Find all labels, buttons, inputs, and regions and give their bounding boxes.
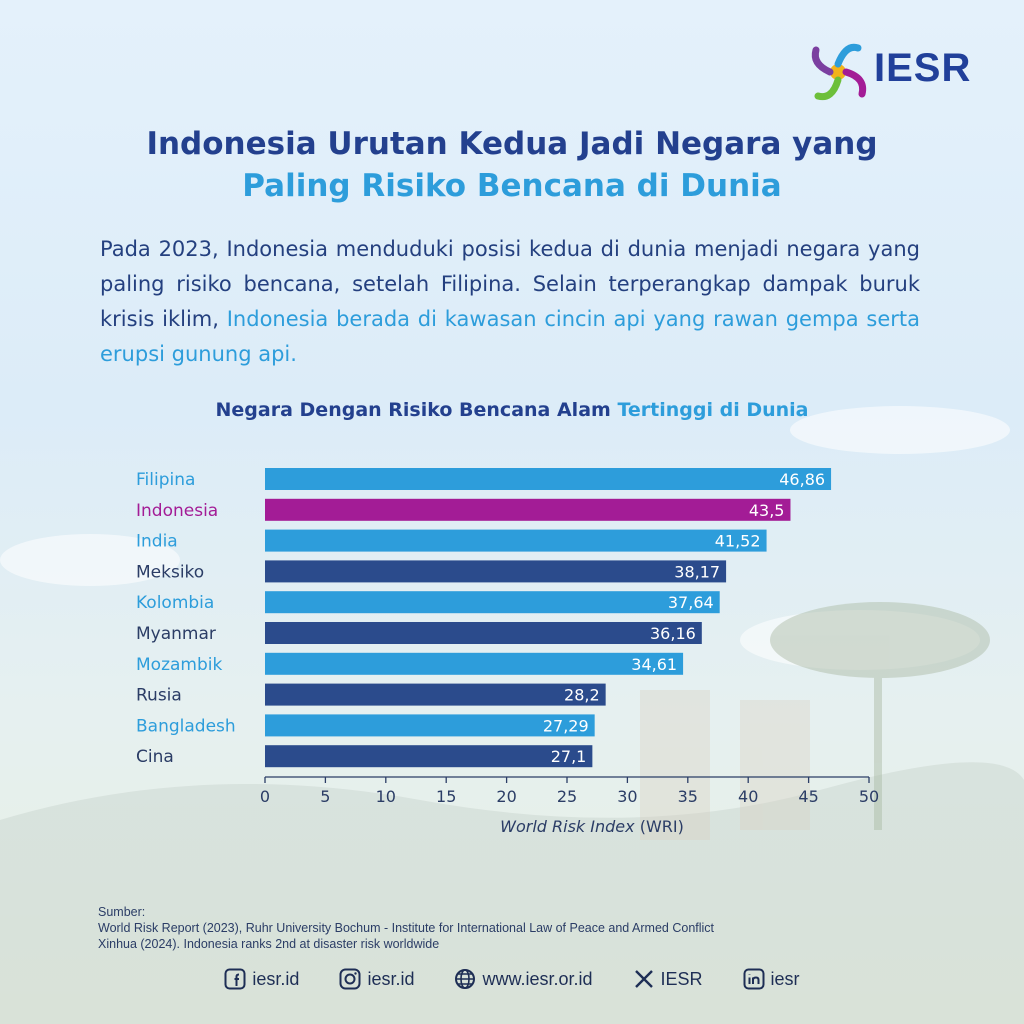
chart-title-text: Negara Dengan Risiko Bencana Alam bbox=[215, 399, 611, 421]
social-x-label: IESR bbox=[660, 968, 703, 989]
instagram-icon bbox=[339, 968, 361, 990]
social-linkedin-label: iesr bbox=[770, 968, 800, 989]
data-label: 38,17 bbox=[674, 562, 720, 581]
data-label: 36,16 bbox=[650, 624, 696, 643]
sources-heading: Sumber: bbox=[98, 905, 146, 919]
bar bbox=[265, 622, 702, 644]
bar bbox=[265, 529, 767, 552]
tick-label: 5 bbox=[320, 787, 330, 806]
tick-label: 30 bbox=[617, 787, 637, 806]
chart-title: Negara Dengan Risiko Bencana Alam Tertin… bbox=[0, 399, 1024, 421]
category-label: Cina bbox=[136, 747, 174, 767]
facebook-icon bbox=[224, 968, 246, 990]
social-facebook-label: iesr.id bbox=[252, 968, 300, 989]
data-label: 43,5 bbox=[749, 501, 785, 520]
sources: Sumber: World Risk Report (2023), Ruhr U… bbox=[98, 904, 714, 952]
data-label: 27,1 bbox=[551, 747, 587, 766]
bar-chart: Filipina 46,86 Indonesia 43,5 India 41,52 Meks… bbox=[136, 468, 879, 836]
x-axis-label-italic: World Risk Index bbox=[500, 817, 635, 836]
source-line: World Risk Report (2023), Ruhr Universit… bbox=[98, 921, 715, 935]
social-website-label: www.iesr.or.id bbox=[482, 968, 593, 989]
bar bbox=[265, 498, 791, 521]
social-facebook[interactable]: iesr.id bbox=[224, 968, 299, 990]
category-label: Meksiko bbox=[136, 562, 204, 582]
tick-label: 25 bbox=[557, 787, 577, 806]
tick-label: 20 bbox=[496, 787, 516, 806]
data-label: 46,86 bbox=[779, 470, 825, 489]
data-label: 34,61 bbox=[631, 655, 677, 674]
iesr-logo-mark-icon bbox=[811, 43, 867, 101]
headline-line-2: Paling Risiko Bencana di Dunia bbox=[242, 168, 782, 204]
x-axis-label-rest: (WRI) bbox=[635, 817, 684, 836]
category-label: Mozambik bbox=[136, 655, 222, 675]
category-label: Filipina bbox=[136, 470, 195, 490]
category-label: Rusia bbox=[136, 686, 182, 706]
globe-icon bbox=[455, 969, 476, 989]
social-website[interactable]: www.iesr.or.id bbox=[454, 968, 593, 990]
x-icon bbox=[634, 970, 653, 988]
data-label: 41,52 bbox=[715, 532, 761, 551]
headline-line-1: Indonesia Urutan Kedua Jadi Negara yang bbox=[146, 126, 878, 162]
bar bbox=[265, 745, 593, 768]
bar bbox=[265, 560, 727, 583]
category-label: Myanmar bbox=[136, 624, 216, 644]
linkedin-icon bbox=[743, 968, 765, 990]
iesr-logo: IESR bbox=[806, 34, 986, 110]
description-text: Pada 2023, Indonesia menduduki posisi ke… bbox=[100, 237, 920, 331]
social-x[interactable]: IESR bbox=[633, 968, 703, 990]
data-label: 37,64 bbox=[668, 593, 714, 612]
data-label: 28,2 bbox=[564, 686, 600, 705]
bar bbox=[265, 468, 832, 490]
description-paragraph: Pada 2023, Indonesia menduduki posisi ke… bbox=[100, 232, 920, 372]
tick-label: 35 bbox=[678, 787, 698, 806]
chart-title-highlight: Tertinggi di Dunia bbox=[617, 399, 809, 421]
tick-label: 0 bbox=[260, 787, 270, 806]
description-highlight: Indonesia berada di kawasan cincin api y… bbox=[100, 307, 920, 366]
social-links: iesr.id iesr.id www.iesr.or.id IESR iesr bbox=[0, 968, 1024, 990]
tick-label: 50 bbox=[859, 787, 879, 806]
tick-label: 45 bbox=[798, 787, 818, 806]
category-label: Bangladesh bbox=[136, 716, 236, 736]
data-label: 27,29 bbox=[543, 716, 589, 735]
category-label: Kolombia bbox=[136, 593, 214, 613]
logo-text: IESR bbox=[874, 46, 972, 90]
bar bbox=[265, 591, 720, 614]
category-label: India bbox=[136, 532, 178, 552]
tick-label: 10 bbox=[376, 787, 396, 806]
tick-label: 40 bbox=[738, 787, 758, 806]
bar bbox=[265, 714, 595, 737]
x-axis-label: World Risk Index (WRI) bbox=[500, 817, 684, 836]
category-label: Indonesia bbox=[136, 501, 218, 521]
source-line: Xinhua (2024). Indonesia ranks 2nd at di… bbox=[98, 937, 440, 951]
bar bbox=[265, 652, 684, 675]
tick-label: 15 bbox=[436, 787, 456, 806]
social-linkedin[interactable]: iesr bbox=[743, 968, 800, 990]
social-instagram-label: iesr.id bbox=[367, 968, 415, 989]
bar bbox=[265, 683, 606, 706]
social-instagram[interactable]: iesr.id bbox=[339, 968, 414, 990]
